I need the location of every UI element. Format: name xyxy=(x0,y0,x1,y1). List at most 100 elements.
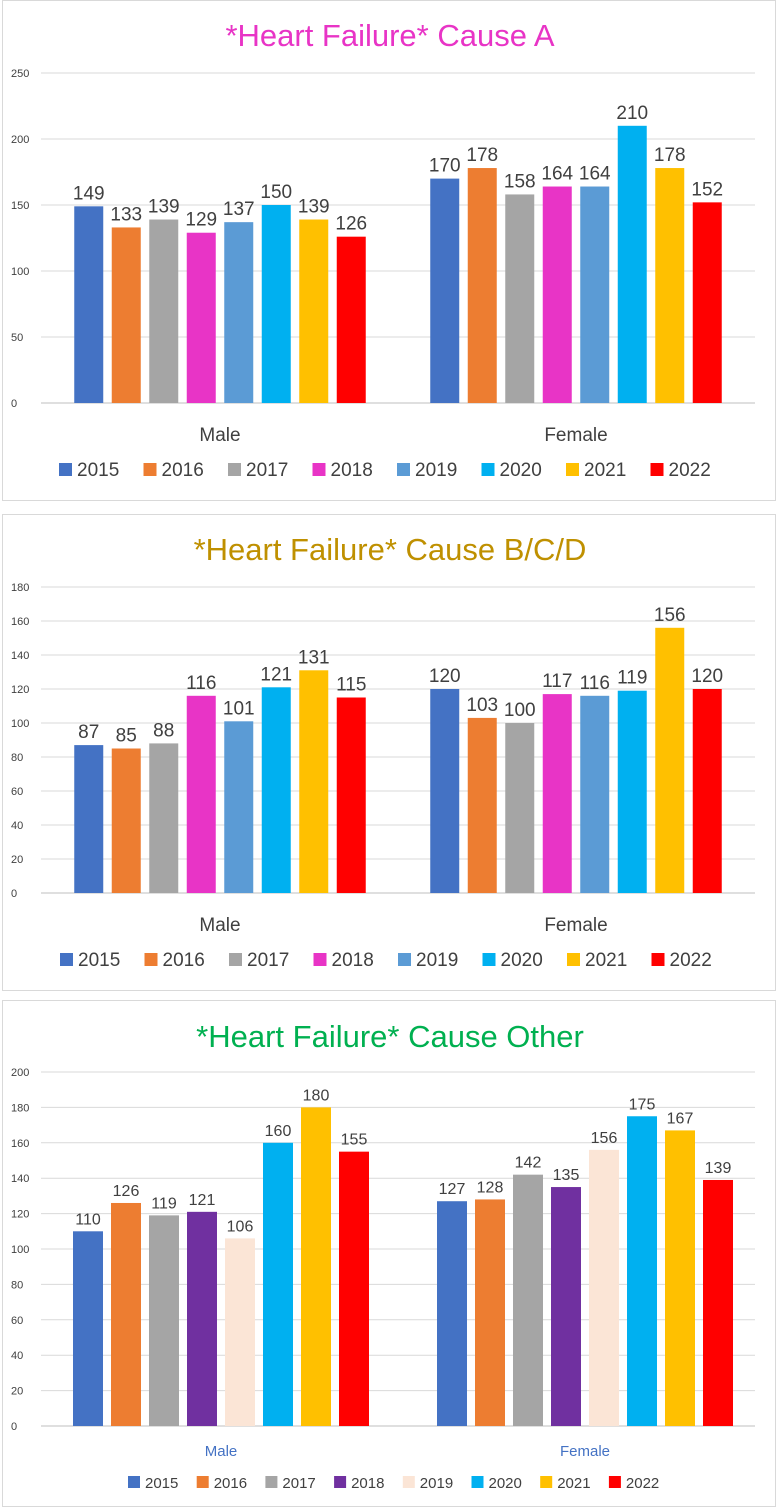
data-label: 170 xyxy=(429,156,461,177)
legend-label: 2015 xyxy=(78,950,120,971)
data-label: 139 xyxy=(148,197,180,218)
bar-2016-female xyxy=(467,717,497,893)
bar-2015-female xyxy=(437,1201,467,1426)
chart-panel-cause-bcd: *Heart Failure* Cause B/C/D 0 20 40 60 80 100 1… xyxy=(2,514,776,991)
y-tick-label: 160 xyxy=(11,616,29,628)
y-tick-label: 50 xyxy=(11,332,23,344)
bar-2018-female xyxy=(542,694,572,893)
data-label: 133 xyxy=(110,204,142,225)
legend-label: 2017 xyxy=(247,950,289,971)
data-label: 119 xyxy=(151,1195,177,1212)
data-label: 164 xyxy=(579,164,611,185)
legend-label: 2016 xyxy=(163,950,205,971)
data-label: 88 xyxy=(153,720,174,741)
bar-2016-female xyxy=(475,1199,505,1426)
bar-2015-male xyxy=(73,1231,103,1426)
bar-2021-female xyxy=(655,168,685,403)
data-label: 127 xyxy=(439,1181,466,1198)
legend-swatch xyxy=(229,953,242,966)
bar-2016-male xyxy=(111,1202,141,1426)
bar-2018-male xyxy=(187,1211,217,1426)
bar-2021-female xyxy=(665,1130,695,1426)
bar-2018-male xyxy=(186,695,216,893)
legend-label: 2019 xyxy=(420,1475,453,1492)
data-label: 129 xyxy=(185,210,217,231)
data-label: 167 xyxy=(667,1110,694,1127)
legend-swatch xyxy=(608,1476,621,1488)
chart-panel-cause-other: *Heart Failure* Cause Other 0 20 40 60 80 100 1… xyxy=(2,1000,776,1507)
y-tick-label: 100 xyxy=(11,266,29,278)
legend-label: 2015 xyxy=(77,460,119,481)
legend-swatch xyxy=(143,463,157,476)
data-label: 139 xyxy=(705,1160,732,1177)
data-label: 135 xyxy=(553,1167,580,1184)
legend-swatch xyxy=(196,1476,209,1488)
bar-chart-cause-other: *Heart Failure* Cause Other 0 20 40 60 80 100 1… xyxy=(11,1019,755,1492)
legend-label: 2016 xyxy=(214,1475,247,1492)
data-label: 120 xyxy=(691,666,723,687)
legend-swatch xyxy=(60,953,73,966)
bar-2020-female xyxy=(617,690,647,893)
bar-2021-male xyxy=(301,1107,331,1426)
data-label: 106 xyxy=(227,1218,254,1235)
legend-label: 2018 xyxy=(331,460,373,481)
legend-swatch xyxy=(566,463,579,476)
legend-swatch xyxy=(650,463,664,476)
legend-swatch xyxy=(567,953,580,966)
y-tick-label: 60 xyxy=(11,1315,23,1327)
legend-label: 2022 xyxy=(670,950,712,971)
data-label: 116 xyxy=(186,673,216,694)
bar-2018-male xyxy=(186,232,216,403)
data-label: 117 xyxy=(542,671,572,692)
bar-2019-female xyxy=(580,695,610,893)
legend-swatch xyxy=(481,463,495,476)
y-tick-label: 80 xyxy=(11,752,23,764)
bar-2020-female xyxy=(617,125,647,404)
y-tick-label: 200 xyxy=(11,1067,29,1079)
y-tick-label: 40 xyxy=(11,1350,23,1362)
y-tick-label: 60 xyxy=(11,786,23,798)
data-label: 152 xyxy=(691,179,723,200)
data-label: 85 xyxy=(116,726,137,747)
y-tick-label: 0 xyxy=(11,398,17,410)
y-tick-label: 180 xyxy=(11,1102,29,1114)
chart-panel-cause-a: *Heart Failure* Cause A 0 50 100 150 200 250 14… xyxy=(2,0,776,501)
y-tick-label: 140 xyxy=(11,1173,29,1185)
y-tick-label: 250 xyxy=(11,68,29,80)
bar-2019-female xyxy=(589,1149,619,1426)
legend-swatch xyxy=(540,1476,553,1488)
chart-title: *Heart Failure* Cause B/C/D xyxy=(194,532,587,567)
data-label: 137 xyxy=(223,199,255,220)
category-label: Female xyxy=(560,1443,610,1460)
data-label: 149 xyxy=(73,183,105,204)
legend-label: 2018 xyxy=(351,1475,384,1492)
y-tick-label: 140 xyxy=(11,650,29,662)
bar-2019-male xyxy=(225,1238,255,1426)
bar-2021-male xyxy=(299,219,329,403)
bar-2022-male xyxy=(336,236,366,403)
legend-swatch xyxy=(402,1476,415,1488)
bar-2015-female xyxy=(430,178,460,403)
data-label: 160 xyxy=(265,1123,292,1140)
data-label: 128 xyxy=(477,1179,504,1196)
bar-2017-female xyxy=(505,194,535,403)
legend-swatch xyxy=(265,1476,278,1488)
bar-2017-female xyxy=(505,723,535,893)
legend-label: 2020 xyxy=(501,950,543,971)
legend-label: 2022 xyxy=(626,1475,659,1492)
bar-2020-male xyxy=(263,1142,293,1426)
chart-title: *Heart Failure* Cause Other xyxy=(196,1019,584,1054)
legend-label: 2021 xyxy=(585,950,627,971)
data-label: 155 xyxy=(341,1132,368,1149)
bar-2021-female xyxy=(655,627,685,893)
chart-title: *Heart Failure* Cause A xyxy=(225,18,554,53)
category-label: Male xyxy=(199,425,240,446)
bar-2020-female xyxy=(627,1116,657,1426)
y-tick-label: 150 xyxy=(11,200,29,212)
data-label: 119 xyxy=(617,668,647,689)
category-label: Female xyxy=(544,915,607,936)
legend-swatch xyxy=(312,463,326,476)
legend-swatch xyxy=(128,1476,140,1488)
y-tick-label: 160 xyxy=(11,1138,29,1150)
legend-label: 2017 xyxy=(282,1475,315,1492)
